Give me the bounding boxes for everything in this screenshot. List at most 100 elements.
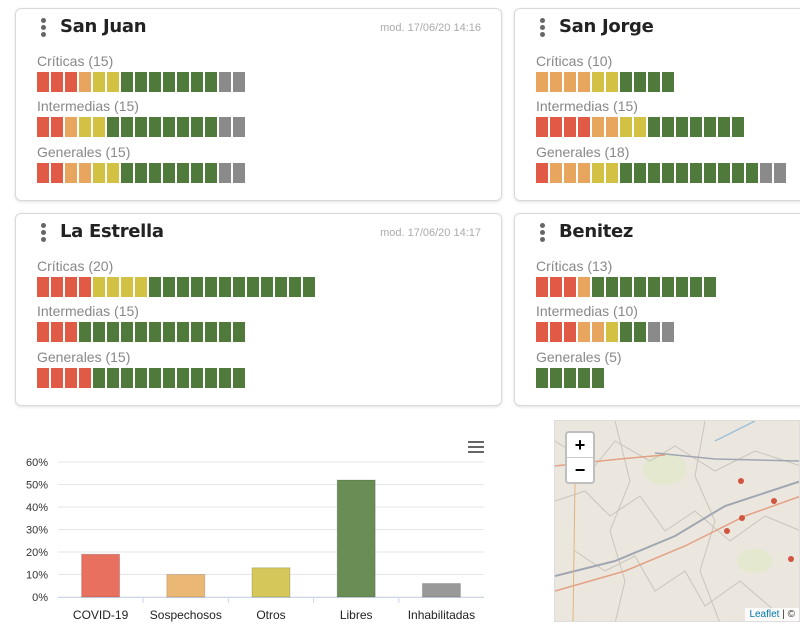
zoom-out-button[interactable]: − bbox=[567, 457, 593, 482]
bed-libres bbox=[648, 72, 660, 92]
hospital-marker[interactable] bbox=[788, 556, 794, 562]
bed-covid bbox=[79, 277, 91, 297]
bed-libres bbox=[620, 163, 632, 183]
bed-covid bbox=[51, 72, 63, 92]
hospital-card-benitez: Benitez Críticas (13) Intermedias (10) G… bbox=[514, 213, 800, 406]
bed-libres bbox=[536, 368, 548, 388]
bed-covid bbox=[37, 163, 49, 183]
bed-bar-generales bbox=[37, 163, 247, 183]
bed-otros bbox=[93, 117, 105, 137]
zoom-control: + − bbox=[565, 431, 595, 484]
bed-covid bbox=[37, 277, 49, 297]
bed-bar-criticas bbox=[536, 277, 718, 297]
bed-covid bbox=[37, 368, 49, 388]
bed-covid bbox=[37, 72, 49, 92]
bed-otros bbox=[620, 117, 632, 137]
bar-sospechosos[interactable] bbox=[166, 574, 206, 598]
leaflet-link[interactable]: Leaflet bbox=[749, 609, 780, 620]
bed-sospechosos bbox=[578, 72, 590, 92]
hospital-marker[interactable] bbox=[738, 478, 744, 484]
bed-otros bbox=[93, 277, 105, 297]
bed-libres bbox=[191, 163, 203, 183]
more-options-icon[interactable] bbox=[41, 18, 47, 38]
bed-libres bbox=[233, 368, 245, 388]
bed-libres bbox=[149, 72, 161, 92]
bed-libres bbox=[592, 368, 604, 388]
bed-sospechosos bbox=[536, 72, 548, 92]
bed-libres bbox=[177, 163, 189, 183]
zoom-in-button[interactable]: + bbox=[574, 435, 586, 455]
map-attribution: Leaflet | © bbox=[745, 608, 799, 621]
y-tick-label: 0% bbox=[32, 592, 48, 604]
bed-libres bbox=[135, 72, 147, 92]
bed-inhabilitadas bbox=[233, 163, 245, 183]
bed-bar-intermedias bbox=[37, 322, 247, 342]
bar-covid-19[interactable] bbox=[81, 553, 121, 598]
bed-libres bbox=[746, 163, 758, 183]
bed-libres bbox=[205, 72, 217, 92]
bed-libres bbox=[121, 117, 133, 137]
bed-libres bbox=[177, 72, 189, 92]
bed-libres bbox=[135, 117, 147, 137]
bed-libres bbox=[261, 277, 273, 297]
bed-libres bbox=[219, 277, 231, 297]
bed-libres bbox=[121, 368, 133, 388]
bed-sospechosos bbox=[578, 163, 590, 183]
bed-sospechosos bbox=[79, 72, 91, 92]
more-options-icon[interactable] bbox=[540, 223, 546, 243]
bed-libres bbox=[149, 368, 161, 388]
bed-libres bbox=[93, 368, 105, 388]
x-tick-label: COVID-19 bbox=[73, 608, 129, 622]
bed-covid bbox=[65, 322, 77, 342]
hospital-marker[interactable] bbox=[724, 528, 730, 534]
bed-libres bbox=[704, 163, 716, 183]
bed-covid bbox=[37, 322, 49, 342]
more-options-icon[interactable] bbox=[540, 18, 546, 38]
bed-bar-intermedias bbox=[37, 117, 247, 137]
bed-covid bbox=[65, 72, 77, 92]
bed-libres bbox=[233, 277, 245, 297]
bed-sospechosos bbox=[550, 72, 562, 92]
bed-inhabilitadas bbox=[233, 117, 245, 137]
bed-libres bbox=[662, 163, 674, 183]
hospital-card-la-estrella: La Estrella mod. 17/06/20 14:17 Críticas… bbox=[15, 213, 502, 406]
x-tick-label: Inhabilitadas bbox=[408, 608, 475, 622]
bed-libres bbox=[662, 117, 674, 137]
bed-otros bbox=[79, 117, 91, 137]
hamburger-menu-icon[interactable] bbox=[468, 441, 484, 453]
bed-covid bbox=[564, 277, 576, 297]
bed-sospechosos bbox=[578, 322, 590, 342]
bar-otros[interactable] bbox=[251, 567, 291, 598]
bar-libres[interactable] bbox=[336, 479, 376, 598]
hospital-marker[interactable] bbox=[771, 498, 777, 504]
bed-libres bbox=[662, 277, 674, 297]
bed-libres bbox=[205, 163, 217, 183]
bed-otros bbox=[606, 322, 618, 342]
bed-otros bbox=[93, 72, 105, 92]
bed-covid bbox=[536, 117, 548, 137]
bed-inhabilitadas bbox=[219, 163, 231, 183]
more-options-icon[interactable] bbox=[41, 223, 47, 243]
bed-libres bbox=[732, 117, 744, 137]
category-label-criticas: Críticas (10) bbox=[536, 53, 613, 69]
bed-libres bbox=[704, 117, 716, 137]
hospital-marker[interactable] bbox=[739, 515, 745, 521]
bed-inhabilitadas bbox=[233, 72, 245, 92]
bed-libres bbox=[163, 72, 175, 92]
bed-bar-criticas bbox=[37, 277, 317, 297]
bed-libres bbox=[149, 117, 161, 137]
bed-libres bbox=[163, 277, 175, 297]
bed-libres bbox=[163, 117, 175, 137]
bed-libres bbox=[163, 368, 175, 388]
bed-libres bbox=[634, 163, 646, 183]
bed-libres bbox=[135, 322, 147, 342]
bed-otros bbox=[107, 72, 119, 92]
bed-covid bbox=[536, 277, 548, 297]
hospital-map[interactable]: + − Leaflet | © bbox=[554, 420, 800, 622]
x-tick-label: Otros bbox=[256, 608, 285, 622]
bed-otros bbox=[107, 163, 119, 183]
bed-covid bbox=[536, 322, 548, 342]
bar-inhabilitadas[interactable] bbox=[421, 583, 461, 598]
modified-timestamp: mod. 17/06/20 14:16 bbox=[380, 22, 481, 34]
hospital-card-san-jorge: San Jorge Críticas (10) Intermedias (15)… bbox=[514, 8, 800, 201]
